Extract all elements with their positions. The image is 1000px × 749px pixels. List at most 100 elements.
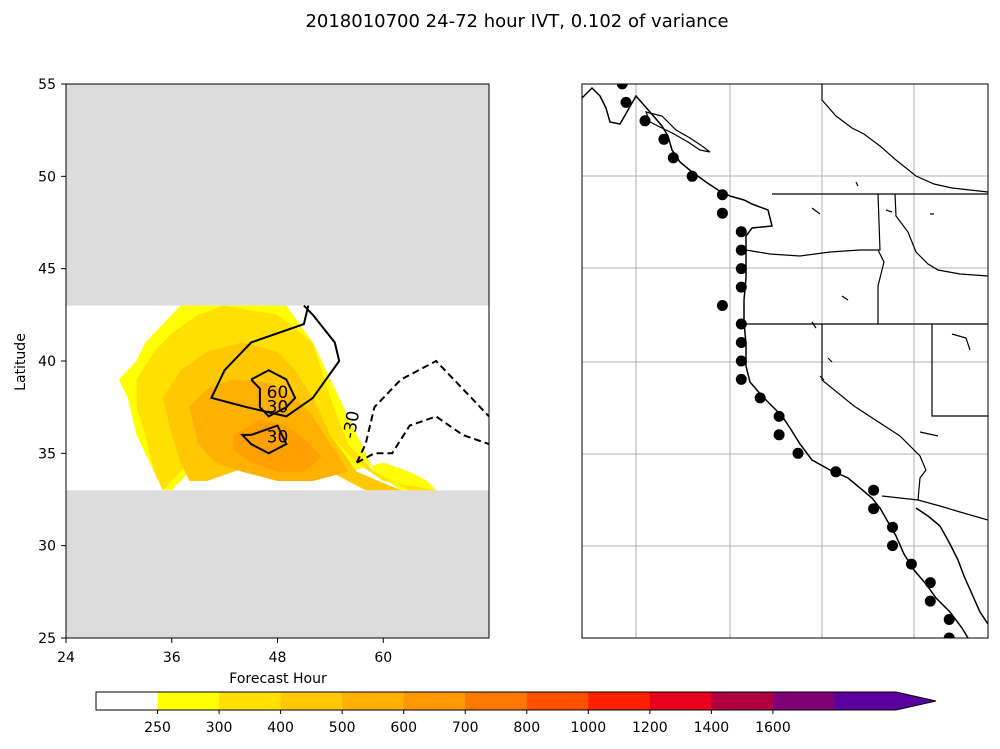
colorbar-tick-label: 1000 [570,720,606,736]
idaho-border [877,193,988,324]
colorbar-cell [96,692,159,710]
station-marker [887,540,898,552]
station-marker [735,281,747,293]
contour-line-3 [239,424,288,455]
colorbar-tick-label: 1400 [694,720,730,736]
station-marker [735,337,747,348]
station-marker [887,521,898,533]
station-marker [735,244,747,256]
colorbar-tick-label: 700 [452,720,479,736]
station-marker [716,207,728,219]
contour-line-2 [209,304,341,418]
colorbar-cell [465,692,528,710]
lake-outline [811,181,971,437]
inland-lakes [811,181,971,437]
station-markers [616,84,955,638]
y-tick-label: 45 [38,262,56,278]
contour-lines [209,304,490,464]
colorbar-cell [526,692,589,710]
coastline [582,86,969,638]
colorbar-outline [95,691,937,711]
x-tick-label: 36 [163,650,181,666]
station-marker [924,577,936,589]
colorbar-tick-label: 800 [513,720,540,736]
california-nevada-border [821,324,927,501]
station-marker [773,429,785,441]
x-tick-label: 24 [57,650,75,666]
station-marker [868,484,880,496]
colorbar-cell [157,692,220,710]
contour-label-1: 60 [267,383,289,403]
vancouver-island [645,111,711,153]
station-marker [735,318,747,330]
colorbar-ticks: 250 300 400 500 600 700 800 1000 1200 1400 1600 [144,710,791,736]
colorbar-cell [219,692,282,710]
nevada-utah-border [931,324,988,417]
colorbar-cell [711,692,774,710]
station-marker [868,503,880,515]
y-tick-label: 55 [38,77,56,93]
station-marker [773,410,785,422]
contour-label-2: 30 [267,398,289,418]
colorbar-tick-label: 1600 [755,720,791,736]
y-tick-label: 35 [38,446,56,462]
colorbar-cell [649,692,712,710]
mask-layer [66,84,489,638]
colorbar-cell [342,692,405,710]
colorbar-cell [588,692,651,710]
colorbar-tick-label: 600 [390,720,417,736]
colorbar-cell [772,692,835,710]
station-marker [735,355,747,367]
state-borders [745,84,988,521]
station-marker [735,373,747,385]
station-marker [620,96,632,108]
x-tick-label: 60 [374,650,392,666]
contour-label-3: 30 [267,427,289,447]
canada-provincial-border [821,84,988,193]
masked-band-2 [66,84,489,306]
station-marker [905,558,917,570]
x-axis-label: Forecast Hour [229,671,327,687]
station-marker [716,300,728,311]
y-tick-label: 40 [38,354,56,370]
us-mexico-border [881,495,988,521]
station-marker [716,189,728,201]
y-tick-label: 25 [38,631,56,647]
contour-line-1 [250,369,297,418]
map-background [582,84,988,638]
colorbar-cells [95,691,937,711]
colorbar-extend-arrow [834,692,936,710]
map-panel [581,83,989,639]
figure-title: 2018010700 24-72 hour IVT, 0.102 of vari… [305,11,728,32]
colorbar-tick-label: 300 [206,720,233,736]
colorbar-tick-label: 1200 [632,720,668,736]
station-marker [735,226,747,238]
washington-oregon-border [745,193,881,257]
station-marker [639,115,651,127]
baja-coastline [915,507,988,625]
station-marker [735,263,747,275]
station-marker [658,133,670,145]
colorbar: 250 300 400 500 600 700 800 1000 1200 1400 1600 [95,691,937,736]
station-marker [686,170,698,182]
colorbar-tick-label: 500 [329,720,356,736]
contour-line-5 [356,415,490,464]
station-marker [924,595,936,607]
station-marker [792,447,804,459]
station-marker [943,614,955,625]
y-axis-ticks: 25 30 35 40 45 50 55 [38,77,66,647]
x-axis-ticks: 24 36 48 60 [57,638,392,666]
colorbar-cell [403,692,466,710]
y-tick-label: 50 [38,169,56,185]
station-marker [667,152,679,164]
colorbar-tick-label: 400 [267,720,294,736]
masked-band-1 [66,490,489,638]
contour-label-4: -30 [340,409,365,440]
station-marker [943,632,955,638]
colorbar-tick-label: 250 [144,720,171,736]
map-frame [581,83,989,639]
y-axis-label: Latitude [13,333,29,391]
